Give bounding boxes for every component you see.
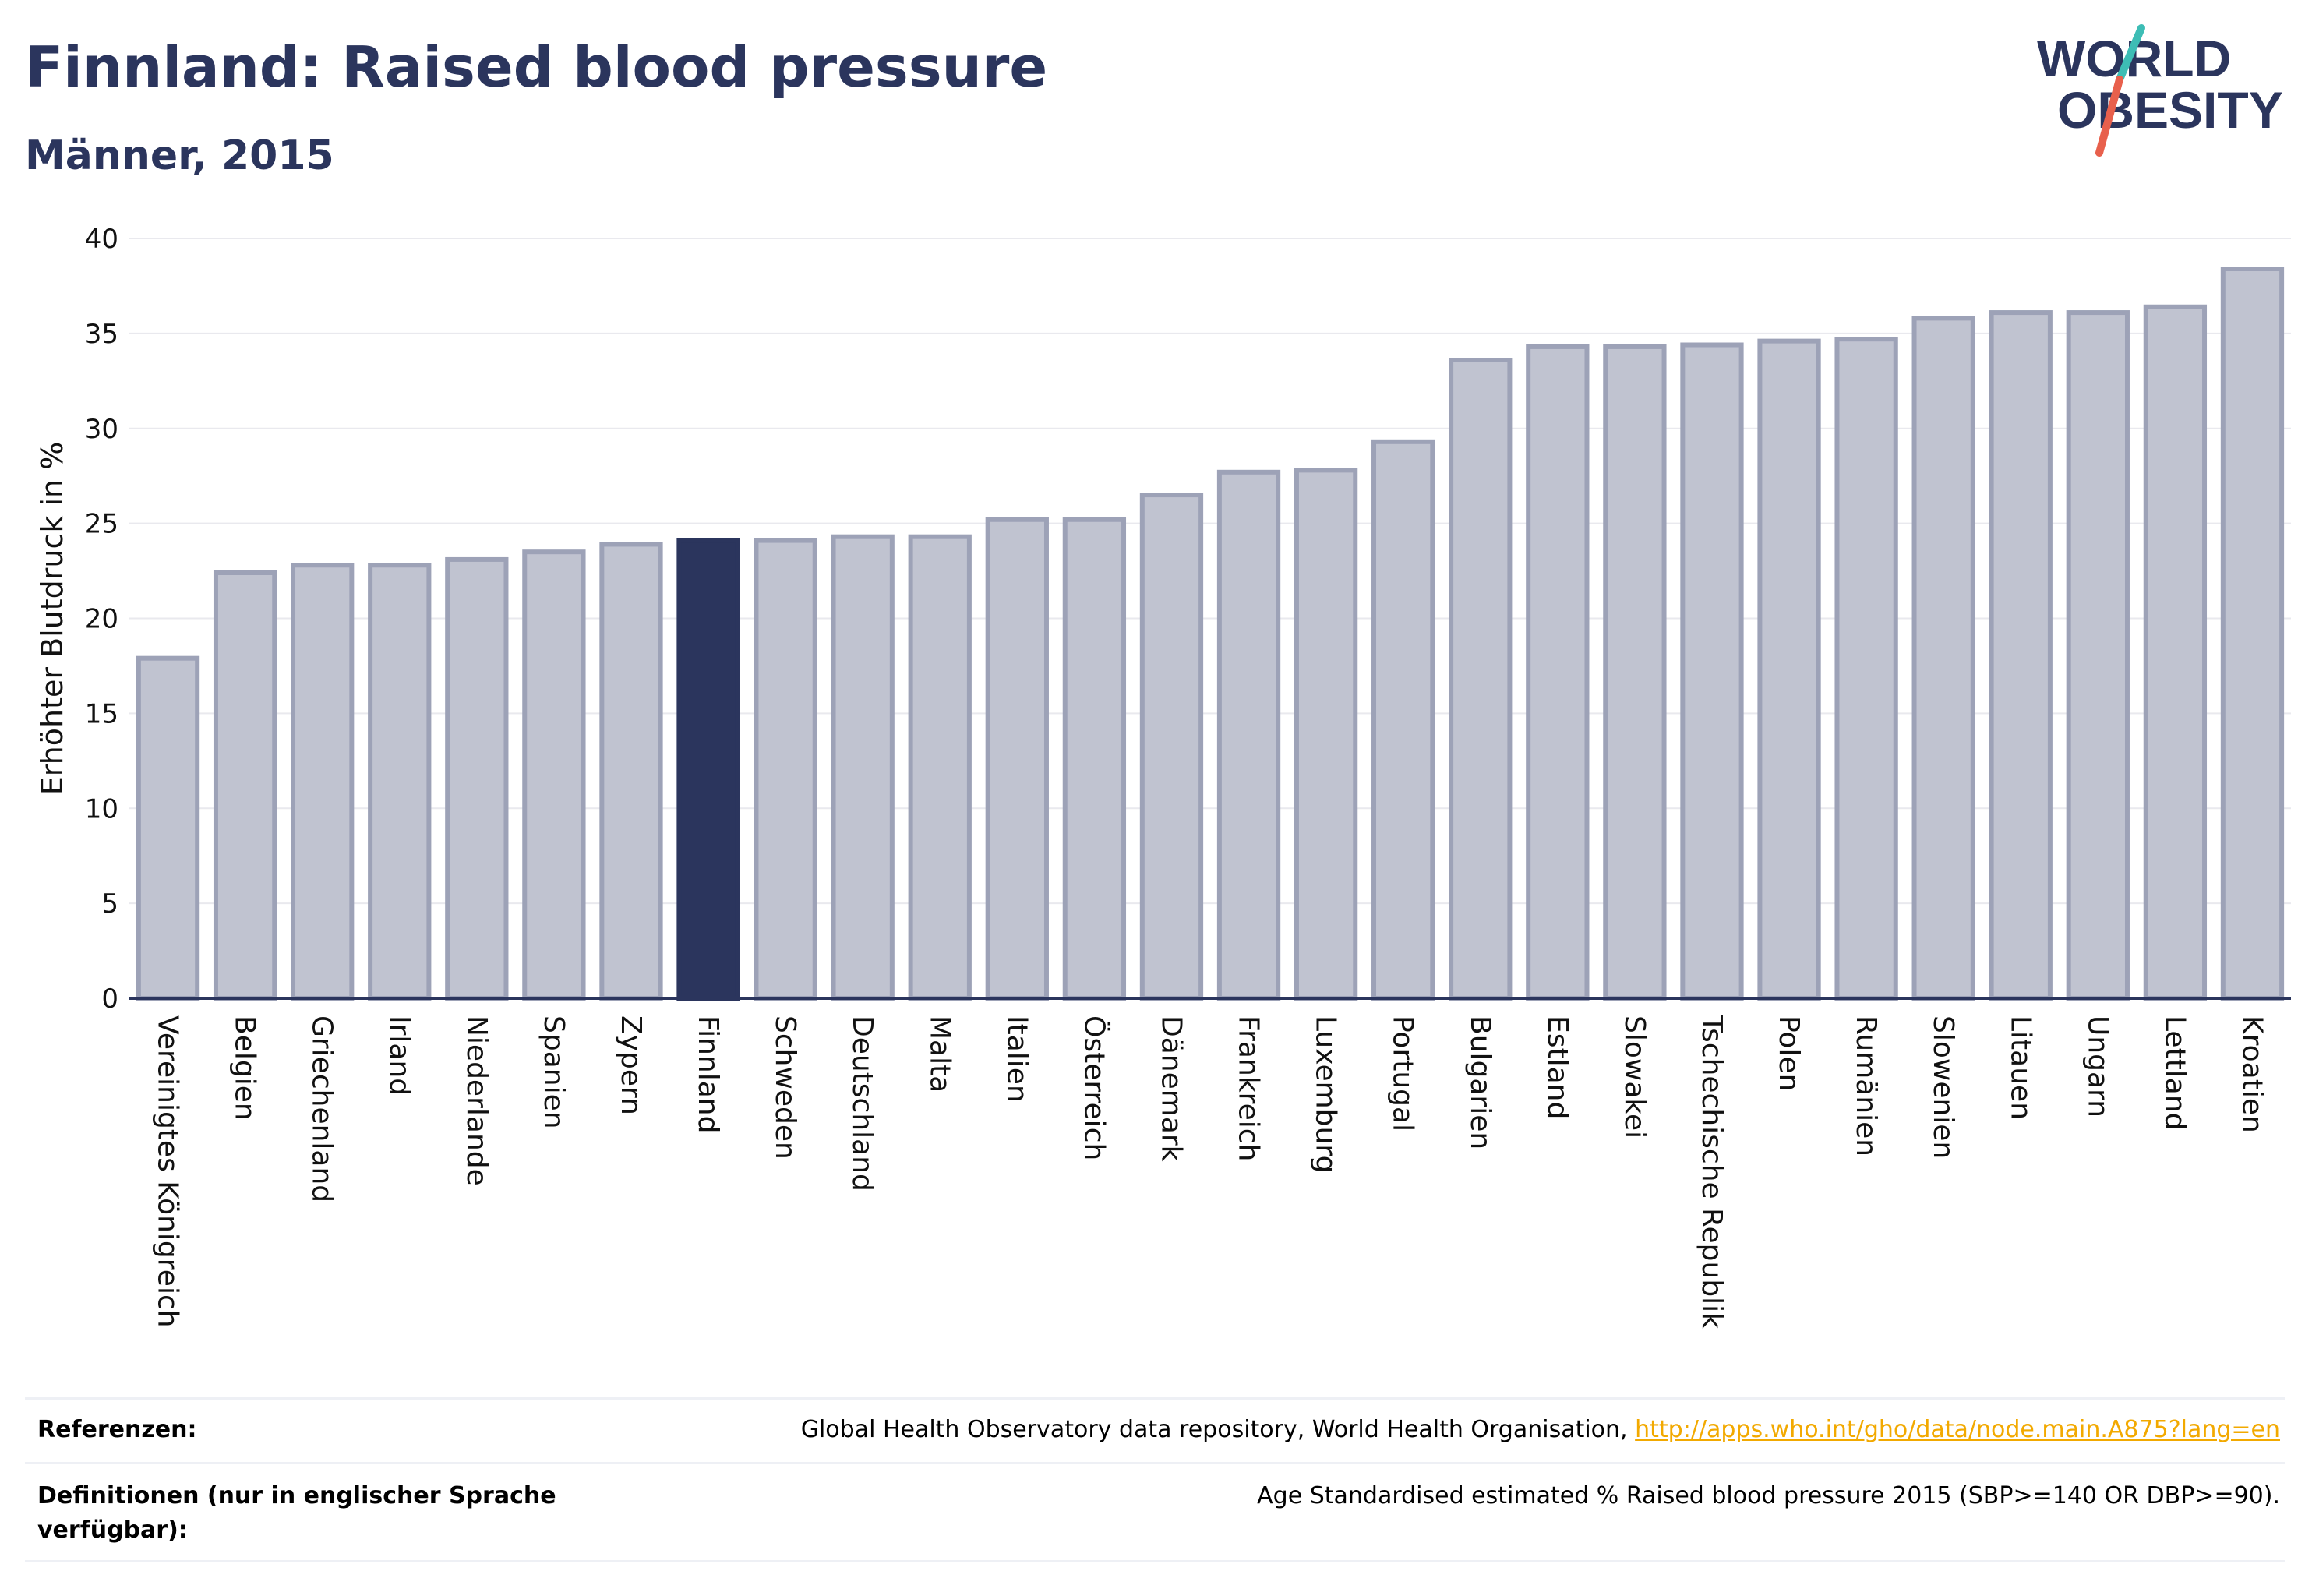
bar (908, 534, 972, 1001)
bar (1139, 493, 1204, 1001)
bar (2220, 267, 2285, 1001)
bar (136, 655, 200, 1001)
x-tick-label: Luxemburg (1310, 1015, 1342, 1173)
bar-highlight (676, 538, 740, 1001)
x-tick-label: Deutschland (846, 1015, 878, 1192)
x-tick-label: Irland (383, 1015, 415, 1096)
y-tick-label: 20 (85, 604, 118, 635)
x-tick-label: Litauen (2004, 1015, 2036, 1120)
world-obesity-logo: WORLD OBESITY (2037, 24, 2283, 157)
bar (291, 563, 355, 1001)
bar (1216, 469, 1281, 1001)
x-tick-label: Österreich (1078, 1015, 1110, 1160)
x-tick-label: Vereinigtes Königreich (152, 1015, 184, 1328)
y-tick-label: 5 (101, 888, 118, 920)
x-tick-label: Ungarn (2081, 1015, 2113, 1118)
bar (985, 517, 1049, 1001)
y-tick-label: 15 (85, 698, 118, 729)
x-tick-label: Slowenien (1927, 1015, 1959, 1159)
logo-slash-teal (2116, 24, 2145, 83)
bar (1294, 468, 1358, 1001)
x-tick-label: Griechenland (306, 1015, 338, 1202)
bar (368, 563, 432, 1001)
x-tick-label: Frankreich (1233, 1015, 1265, 1161)
bar (831, 534, 895, 1001)
x-tick-label: Belgien (229, 1015, 261, 1121)
bar (1449, 358, 1513, 1001)
x-tick-label: Portugal (1387, 1015, 1419, 1132)
x-tick-label: Zypern (615, 1015, 647, 1115)
bar (754, 538, 817, 1001)
x-tick-label: Italien (1001, 1015, 1032, 1103)
bar (445, 556, 509, 1001)
logo-slash-red (2095, 76, 2123, 157)
references-link[interactable]: http://apps.who.int/gho/data/node.main.A… (1635, 1416, 2280, 1443)
bar (1062, 517, 1127, 1001)
bar (522, 549, 586, 1001)
bar-chart: 0 5 10 15 20 25 30 35 40 Erhöhter Blutdruck in % V… (35, 224, 2291, 1329)
x-tick-label: Bulgarien (1464, 1015, 1496, 1149)
footer-divider-bottom (25, 1560, 2285, 1562)
bar (2143, 304, 2208, 1001)
y-tick-label: 35 (85, 319, 118, 350)
x-tick-label: Finnland (692, 1015, 724, 1133)
bar (1834, 337, 1898, 1001)
y-tick-label: 25 (85, 509, 118, 540)
bar (1757, 338, 1821, 1001)
bar (1911, 316, 1975, 1001)
definitions-label: Definitionen (nur in englischer Sprache … (37, 1482, 556, 1544)
x-tick-label: Malta (923, 1015, 955, 1093)
references-text: Global Health Observatory data repositor… (800, 1416, 1628, 1443)
bar (1526, 344, 1590, 1001)
x-tick-label: Tschechische Republik (1696, 1015, 1728, 1329)
x-tick-label: Lettland (2159, 1015, 2190, 1131)
bar (599, 542, 663, 1001)
bar (213, 570, 277, 1001)
x-tick-label: Dänemark (1155, 1015, 1187, 1162)
y-tick-label: 10 (85, 793, 118, 824)
x-tick-label: Spanien (538, 1015, 570, 1129)
bar (1989, 310, 2053, 1001)
y-tick-label: 40 (85, 224, 118, 255)
bar (1603, 344, 1667, 1001)
bar (2066, 310, 2130, 1001)
bar (1371, 439, 1435, 1001)
footer-divider-top (25, 1397, 2285, 1400)
x-tick-label: Rumänien (1850, 1015, 1882, 1156)
y-tick-label: 0 (101, 983, 118, 1015)
chart-title: Finnland: Raised blood pressure (25, 34, 1048, 100)
references-label: Referenzen: (37, 1416, 197, 1443)
x-tick-label: Kroatien (2236, 1015, 2268, 1133)
references-text-row: Global Health Observatory data repositor… (801, 1413, 2280, 1447)
x-tick-label: Niederlande (461, 1015, 492, 1186)
x-tick-label: Polen (1773, 1015, 1805, 1091)
footer-divider-middle (25, 1462, 2285, 1464)
x-tick-label: Estland (1541, 1015, 1573, 1119)
logo-line2: OBESITY (2057, 81, 2283, 139)
x-tick-label: Schweden (769, 1015, 801, 1160)
definitions-text: Age Standardised estimated % Raised bloo… (1257, 1482, 2280, 1509)
chart-subtitle: Männer, 2015 (25, 132, 334, 179)
y-axis-label: Erhöhter Blutdruck in % (35, 442, 69, 796)
y-tick-label: 30 (85, 414, 118, 445)
x-tick-label: Slowakei (1618, 1015, 1650, 1139)
bar (1680, 342, 1744, 1001)
